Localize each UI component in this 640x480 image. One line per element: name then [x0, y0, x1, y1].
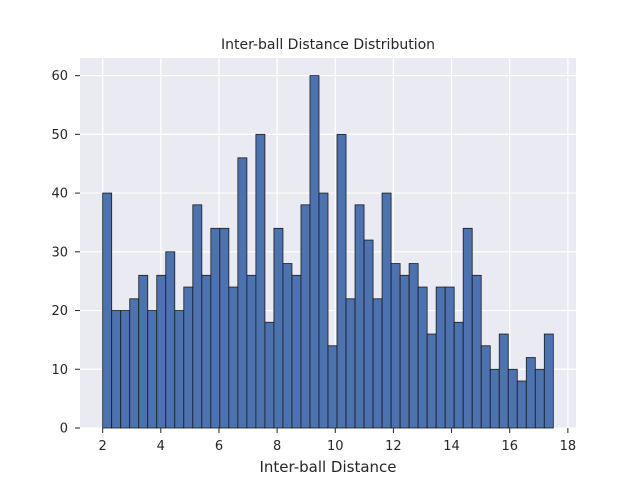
histogram-bar: [417, 286, 428, 429]
histogram-bar: [309, 75, 320, 429]
histogram-bar: [327, 345, 338, 429]
y-axis-ticks: 0 10 20 30 40 50 60: [51, 69, 80, 437]
histogram-bars: [102, 75, 554, 429]
x-tick-label: 2: [99, 439, 107, 454]
histogram-bar: [462, 227, 473, 429]
histogram-bar: [390, 263, 401, 429]
histogram-bar: [264, 321, 275, 429]
x-tick-label: 14: [443, 439, 460, 454]
histogram-bar: [300, 204, 311, 429]
y-tick-label: 60: [51, 69, 68, 84]
y-tick-label: 40: [51, 187, 68, 202]
histogram-bar: [120, 310, 131, 429]
histogram-bar: [408, 263, 419, 429]
histogram-bar: [399, 274, 410, 429]
histogram-bar: [525, 357, 536, 429]
histogram-bar: [489, 368, 500, 429]
histogram-bar: [336, 133, 347, 429]
histogram-bar: [174, 310, 185, 429]
histogram-bar: [534, 368, 545, 429]
histogram-bar: [498, 333, 509, 429]
x-tick-label: 8: [273, 439, 281, 454]
histogram-bar: [138, 274, 149, 429]
x-axis-ticks: 2 4 6 8 10 12 14 16 18: [99, 428, 577, 454]
x-tick-label: 12: [385, 439, 402, 454]
histogram-bar: [480, 345, 491, 429]
chart-title: Inter-ball Distance Distribution: [221, 37, 435, 53]
histogram-bar: [210, 227, 221, 429]
x-tick-label: 4: [157, 439, 165, 454]
histogram-bar: [372, 298, 383, 429]
histogram-bar: [426, 333, 437, 429]
histogram-bar: [237, 157, 248, 429]
histogram-bar: [453, 321, 464, 429]
histogram-bar: [444, 286, 455, 429]
histogram-bar: [291, 274, 302, 429]
histogram-bar: [363, 239, 374, 429]
y-tick-label: 30: [51, 245, 68, 260]
y-tick-label: 50: [51, 128, 68, 143]
histogram-bar: [165, 251, 176, 429]
x-tick-label: 10: [327, 439, 344, 454]
histogram-bar: [228, 286, 239, 429]
histogram-bar: [147, 310, 158, 429]
y-tick-label: 20: [51, 304, 68, 319]
histogram-bar: [183, 286, 194, 429]
x-tick-label: 18: [560, 439, 577, 454]
x-axis-label: Inter-ball Distance: [259, 458, 396, 476]
histogram-bar: [192, 204, 203, 429]
histogram-bar: [246, 274, 257, 429]
histogram-bar: [543, 333, 554, 429]
y-tick-label: 0: [60, 422, 68, 437]
histogram-bar: [102, 192, 113, 429]
histogram-bar: [111, 310, 122, 429]
histogram-bar: [318, 192, 329, 429]
histogram-bar: [471, 274, 482, 429]
y-tick-label: 10: [51, 363, 68, 378]
histogram-bar: [273, 227, 284, 429]
histogram-bar: [507, 368, 518, 429]
x-tick-label: 6: [215, 439, 223, 454]
histogram-bar: [516, 380, 527, 429]
histogram-bar: [381, 192, 392, 429]
histogram-bar: [345, 298, 356, 429]
histogram-bar: [201, 274, 212, 429]
histogram-bar: [282, 263, 293, 429]
histogram-bar: [156, 274, 167, 429]
histogram-bar: [255, 133, 266, 429]
x-tick-label: 16: [501, 439, 518, 454]
histogram-bar: [435, 286, 446, 429]
histogram-bar: [354, 204, 365, 429]
histogram-bar: [129, 298, 140, 429]
histogram-bar: [219, 227, 230, 429]
